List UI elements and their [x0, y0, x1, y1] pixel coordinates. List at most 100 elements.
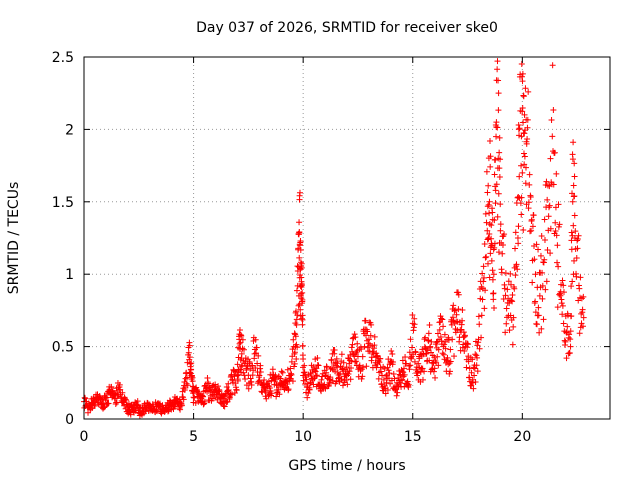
data-point — [464, 341, 471, 348]
data-point — [511, 285, 518, 292]
data-point — [359, 353, 366, 360]
data-point — [360, 364, 367, 371]
chart-title: Day 037 of 2026, SRMTID for receiver ske… — [196, 20, 498, 36]
data-point — [323, 369, 330, 376]
data-point — [554, 304, 561, 311]
data-point — [254, 360, 261, 367]
y-axis-label: SRMTID / TECUs — [6, 182, 22, 295]
data-point — [479, 296, 486, 303]
data-point — [297, 238, 304, 245]
data-point — [518, 73, 525, 80]
data-point — [494, 124, 501, 131]
data-point — [279, 369, 286, 376]
data-point — [554, 259, 561, 266]
data-point — [472, 379, 479, 386]
data-point — [546, 202, 553, 209]
data-point — [238, 350, 245, 357]
data-point — [516, 125, 523, 132]
data-point — [568, 229, 575, 236]
data-point — [406, 349, 413, 356]
data-point — [497, 156, 504, 163]
data-point — [293, 287, 300, 294]
data-point — [568, 283, 575, 290]
data-point — [305, 390, 312, 397]
data-point — [526, 171, 533, 178]
data-point — [517, 200, 524, 207]
data-point — [353, 358, 360, 365]
data-point — [407, 336, 414, 343]
data-point — [535, 312, 542, 319]
data-point — [494, 213, 501, 220]
data-point — [483, 168, 490, 175]
data-point — [447, 368, 454, 375]
data-point — [486, 210, 493, 217]
data-point — [201, 398, 208, 405]
data-point — [440, 351, 447, 358]
data-point — [552, 219, 559, 226]
data-point — [521, 153, 528, 160]
data-point — [518, 60, 525, 67]
data-point — [491, 240, 498, 247]
data-point — [410, 324, 417, 331]
data-point — [487, 250, 494, 257]
data-point — [568, 237, 575, 244]
data-point — [503, 320, 510, 327]
data-point — [407, 362, 414, 369]
data-point — [547, 155, 554, 162]
data-point — [131, 406, 138, 413]
data-point — [261, 376, 268, 383]
data-point — [441, 331, 448, 338]
data-point — [384, 387, 391, 394]
data-point — [483, 219, 490, 226]
data-point — [518, 162, 525, 169]
data-point — [225, 380, 232, 387]
data-point — [519, 70, 526, 77]
data-point — [486, 274, 493, 281]
data-point — [514, 266, 521, 273]
data-point — [310, 363, 317, 370]
data-point — [535, 246, 542, 253]
data-point — [491, 217, 498, 224]
data-point — [503, 305, 510, 312]
data-point — [223, 399, 230, 406]
data-point — [343, 377, 350, 384]
data-point — [439, 316, 446, 323]
data-point — [101, 404, 108, 411]
data-point — [495, 90, 502, 97]
data-point — [473, 362, 480, 369]
data-point — [380, 376, 387, 383]
data-point — [327, 374, 334, 381]
data-point — [445, 361, 452, 368]
data-point — [340, 359, 347, 366]
data-point — [399, 376, 406, 383]
data-point — [328, 357, 335, 364]
data-point — [268, 390, 275, 397]
data-point — [447, 358, 454, 365]
data-point — [307, 370, 314, 377]
data-point — [294, 344, 301, 351]
data-point — [185, 349, 192, 356]
data-point — [519, 104, 526, 111]
data-point — [486, 198, 493, 205]
data-point — [529, 223, 536, 230]
data-point — [426, 321, 433, 328]
data-point — [450, 302, 457, 309]
data-point — [385, 367, 392, 374]
data-point — [459, 306, 466, 313]
data-point — [567, 328, 574, 335]
data-point — [200, 393, 207, 400]
data-point — [560, 289, 567, 296]
data-point — [351, 331, 358, 338]
y-tick-label: 2.5 — [52, 50, 74, 66]
data-point — [371, 342, 378, 349]
data-point — [522, 85, 529, 92]
data-point — [200, 401, 207, 408]
data-point — [556, 291, 563, 298]
data-point — [399, 357, 406, 364]
data-point — [495, 249, 502, 256]
data-point — [108, 383, 115, 390]
data-point — [300, 355, 307, 362]
data-point — [402, 354, 409, 361]
data-point — [481, 305, 488, 312]
data-point — [539, 282, 546, 289]
